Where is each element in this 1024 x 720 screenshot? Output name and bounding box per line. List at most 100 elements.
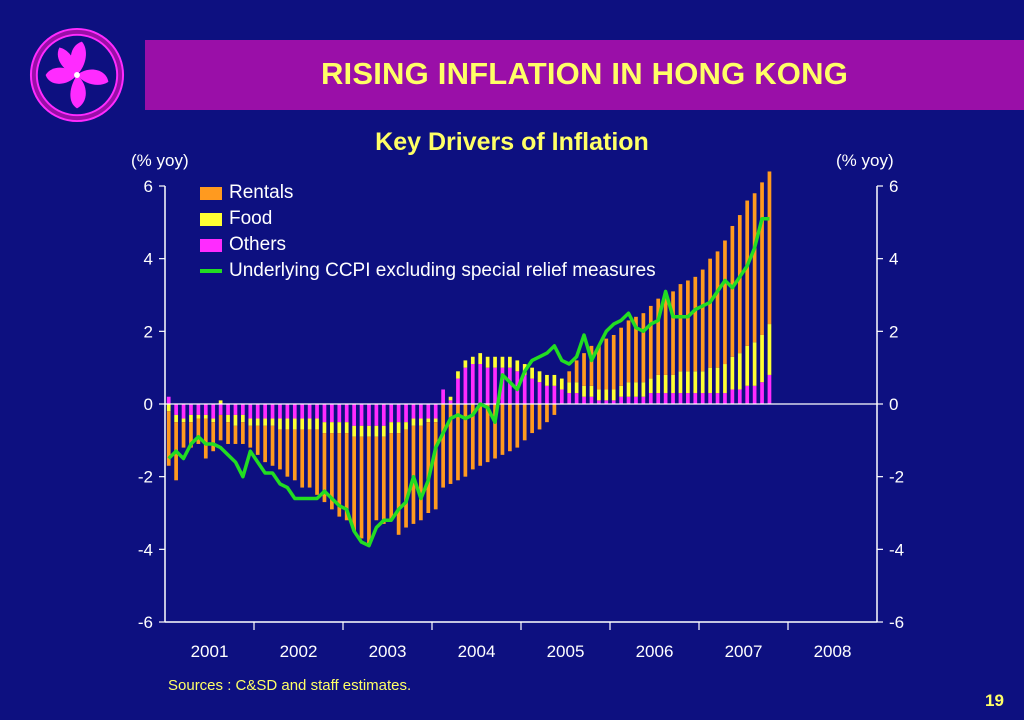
bar-others bbox=[389, 404, 394, 423]
bar-rentals bbox=[745, 200, 750, 346]
bar-others bbox=[233, 404, 238, 415]
bar-others bbox=[485, 367, 490, 404]
legend-swatch-others bbox=[200, 238, 222, 252]
bar-others bbox=[255, 404, 260, 419]
bar-food bbox=[619, 385, 623, 397]
legend-item-food: Food bbox=[200, 206, 656, 232]
bar-rentals bbox=[419, 425, 423, 521]
bar-rentals bbox=[322, 433, 327, 503]
bar-others bbox=[478, 364, 483, 404]
bar-rentals bbox=[700, 269, 705, 372]
bar-others bbox=[537, 382, 542, 404]
bar-food bbox=[203, 414, 208, 419]
bar-rentals bbox=[367, 436, 371, 546]
bar-others bbox=[522, 374, 527, 404]
bar-others bbox=[433, 404, 438, 419]
bar-rentals bbox=[597, 345, 601, 390]
bar-others bbox=[241, 404, 245, 415]
bar-rentals bbox=[626, 320, 631, 383]
bar-rentals bbox=[463, 404, 468, 477]
bar-rentals bbox=[233, 425, 238, 444]
bar-food bbox=[508, 356, 512, 368]
bar-rentals bbox=[166, 411, 171, 466]
bar-food bbox=[330, 422, 334, 434]
bar-food bbox=[545, 374, 549, 386]
bar-rentals bbox=[241, 422, 245, 444]
bar-food bbox=[226, 414, 230, 423]
bar-food bbox=[456, 371, 460, 379]
bar-food bbox=[648, 378, 653, 394]
bar-others bbox=[292, 404, 297, 419]
chart-title: Key Drivers of Inflation bbox=[375, 128, 649, 156]
x-year-label: 2003 bbox=[369, 642, 407, 661]
bauhinia-flower-icon bbox=[29, 27, 125, 123]
bar-others bbox=[686, 393, 690, 404]
bar-others bbox=[352, 404, 356, 426]
bar-rentals bbox=[708, 258, 712, 368]
bar-rentals bbox=[426, 422, 431, 513]
right-y-tick-label: -6 bbox=[889, 613, 904, 632]
bar-rentals bbox=[508, 404, 512, 452]
bar-others bbox=[174, 404, 178, 415]
right-y-tick-label: 2 bbox=[889, 322, 898, 341]
x-year-label: 2004 bbox=[458, 642, 496, 661]
bar-food bbox=[181, 418, 186, 423]
bar-rentals bbox=[493, 404, 497, 459]
legend-item-underlying-ccpi: Underlying CCPI excluding special relief… bbox=[200, 258, 656, 284]
bar-rentals bbox=[433, 422, 438, 510]
bar-rentals bbox=[545, 404, 549, 423]
bar-food bbox=[381, 425, 386, 437]
bar-food bbox=[737, 353, 742, 390]
bar-food bbox=[626, 382, 631, 397]
right-y-tick-label: 4 bbox=[889, 250, 898, 269]
bar-others bbox=[545, 385, 549, 404]
bar-rentals bbox=[767, 171, 772, 325]
bar-rentals bbox=[611, 334, 616, 390]
bar-rentals bbox=[196, 418, 201, 444]
bar-others bbox=[166, 396, 171, 404]
bar-food bbox=[248, 418, 253, 426]
bar-others bbox=[337, 404, 342, 423]
left-y-tick-label: 0 bbox=[144, 395, 153, 414]
bar-others bbox=[381, 404, 386, 426]
bar-food bbox=[559, 378, 564, 390]
underlying-ccpi-line bbox=[167, 216, 770, 548]
bar-rentals bbox=[574, 360, 579, 383]
bar-rentals bbox=[604, 338, 609, 390]
bar-others bbox=[723, 393, 727, 404]
bar-rentals bbox=[737, 215, 742, 354]
bar-rentals bbox=[226, 422, 230, 444]
bar-food bbox=[470, 356, 475, 365]
x-year-label: 2001 bbox=[191, 642, 229, 661]
bar-others bbox=[226, 404, 230, 415]
bar-others bbox=[634, 396, 638, 404]
bar-others bbox=[530, 378, 534, 404]
bar-rentals bbox=[671, 291, 675, 375]
bar-food bbox=[656, 374, 661, 394]
bar-food bbox=[730, 356, 735, 390]
bar-food bbox=[604, 389, 609, 401]
bar-rentals bbox=[248, 425, 253, 448]
bar-rentals bbox=[404, 429, 408, 528]
bar-food bbox=[723, 364, 727, 394]
bar-food bbox=[597, 389, 601, 401]
bar-others bbox=[708, 393, 712, 404]
bar-rentals bbox=[307, 429, 312, 488]
bar-others bbox=[344, 404, 349, 423]
bar-rentals bbox=[760, 182, 764, 335]
bar-others bbox=[663, 393, 668, 404]
bar-food bbox=[419, 418, 423, 426]
bar-others bbox=[396, 404, 401, 423]
bar-food bbox=[708, 367, 712, 394]
bar-others bbox=[693, 393, 698, 404]
bar-others bbox=[611, 400, 616, 404]
bar-others bbox=[278, 404, 282, 419]
bar-food bbox=[278, 418, 282, 430]
bar-food bbox=[285, 418, 290, 430]
bar-rentals bbox=[478, 404, 483, 466]
bar-food bbox=[574, 382, 579, 394]
bar-others bbox=[552, 385, 557, 404]
bar-others bbox=[641, 396, 646, 404]
bar-rentals bbox=[396, 433, 401, 535]
bar-food bbox=[352, 425, 356, 437]
